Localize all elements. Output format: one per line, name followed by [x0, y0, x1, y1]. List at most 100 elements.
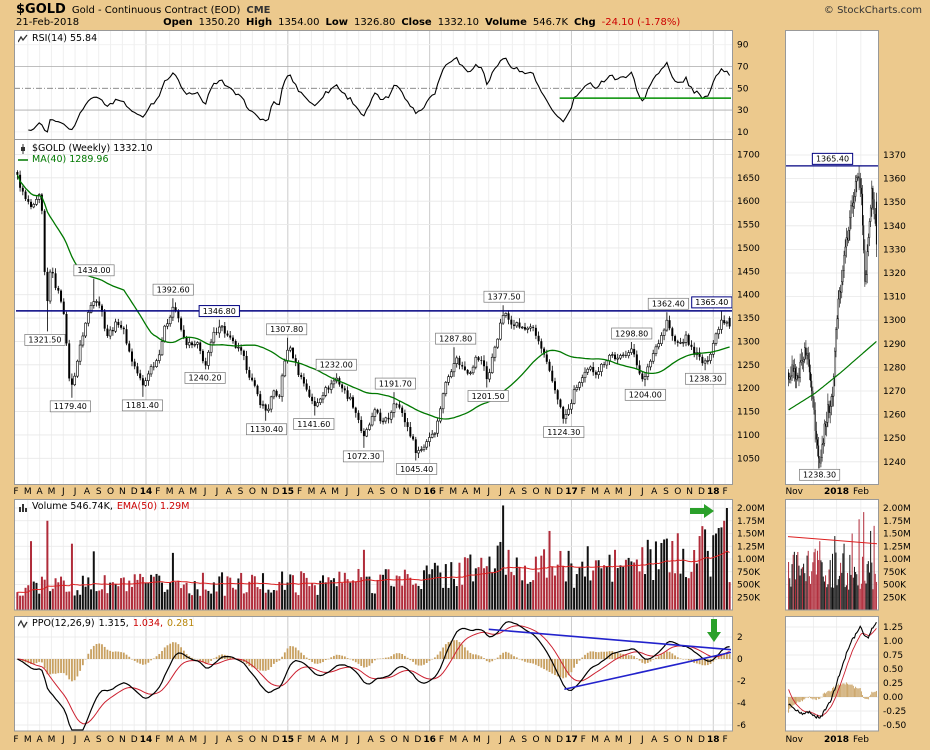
- svg-text:1298.80: 1298.80: [615, 329, 648, 338]
- svg-text:1434.00: 1434.00: [77, 266, 110, 275]
- svg-text:1365.40: 1365.40: [695, 298, 728, 307]
- svg-text:250K: 250K: [737, 593, 761, 603]
- svg-text:1200: 1200: [737, 384, 760, 394]
- svg-text:1050: 1050: [737, 454, 760, 464]
- ma-legend: MA(40) 1289.96: [18, 154, 109, 165]
- svg-text:J: J: [203, 735, 207, 745]
- svg-text:A: A: [84, 735, 91, 745]
- svg-text:F: F: [722, 487, 727, 497]
- svg-text:A: A: [604, 487, 611, 497]
- vertical-gridlines: [27, 30, 862, 731]
- svg-text:90: 90: [737, 41, 749, 51]
- ppo-trendline-upper: [488, 628, 732, 651]
- svg-text:750K: 750K: [883, 568, 907, 578]
- svg-text:J: J: [628, 735, 632, 745]
- y-axis-labels: 90 70 50 30 10 1700 1650 1600 1550 1500 1450 1400 13…: [737, 41, 911, 731]
- x-axis-bottom: F M A M J J A S O N D 14 F M A M J J A S O N D 15 F M A M J J A S O N D 16 F…: [13, 735, 869, 745]
- ppo-panel: [16, 621, 732, 731]
- svg-text:N: N: [119, 487, 126, 497]
- mini-ppo-panel: [788, 621, 877, 719]
- svg-text:N: N: [403, 735, 410, 745]
- svg-text:J: J: [203, 487, 207, 497]
- svg-text:2: 2: [737, 633, 743, 643]
- svg-text:A: A: [604, 735, 611, 745]
- svg-text:1250: 1250: [883, 434, 906, 444]
- svg-text:14: 14: [140, 735, 153, 745]
- svg-text:J: J: [640, 487, 644, 497]
- mini-ppo-line: [788, 621, 877, 719]
- volume-green-arrow: [690, 504, 714, 518]
- svg-text:1340: 1340: [883, 222, 906, 232]
- volume-ema-line: [17, 550, 730, 593]
- svg-text:N: N: [119, 735, 126, 745]
- svg-text:1.75M: 1.75M: [737, 517, 765, 527]
- svg-text:250K: 250K: [883, 593, 907, 603]
- svg-text:1350: 1350: [737, 314, 760, 324]
- svg-text:1346.80: 1346.80: [203, 307, 236, 316]
- rsi-panel: [28, 56, 731, 133]
- svg-text:1.50M: 1.50M: [883, 530, 911, 540]
- annotation-arrows: [690, 504, 721, 642]
- svg-text:J: J: [73, 735, 77, 745]
- svg-text:O: O: [674, 487, 681, 497]
- svg-text:1232.00: 1232.00: [320, 361, 353, 370]
- svg-text:N: N: [261, 487, 268, 497]
- svg-text:M: M: [331, 487, 339, 497]
- ma-line-icon: [18, 158, 28, 161]
- svg-text:S: S: [521, 487, 527, 497]
- rsi-icon: [18, 34, 28, 42]
- svg-text:S: S: [380, 487, 386, 497]
- svg-text:1.25: 1.25: [883, 623, 903, 633]
- svg-text:1.00M: 1.00M: [883, 555, 911, 565]
- svg-text:S: S: [238, 487, 244, 497]
- mini-volume-ema-line: [787, 536, 878, 545]
- svg-text:0.00: 0.00: [883, 693, 903, 703]
- svg-text:O: O: [391, 487, 398, 497]
- svg-text:F: F: [439, 735, 444, 745]
- svg-text:-4: -4: [737, 699, 746, 709]
- svg-text:M: M: [473, 487, 481, 497]
- quote-low-value: 1326.80: [353, 17, 396, 28]
- svg-text:J: J: [486, 735, 490, 745]
- svg-text:D: D: [273, 735, 280, 745]
- svg-text:N: N: [544, 735, 551, 745]
- svg-text:Nov: Nov: [785, 735, 803, 745]
- svg-text:1650: 1650: [737, 174, 760, 184]
- svg-text:J: J: [356, 487, 360, 497]
- svg-text:1321.50: 1321.50: [28, 336, 61, 345]
- svg-text:M: M: [591, 735, 599, 745]
- svg-text:N: N: [686, 735, 693, 745]
- price-legend-text: $GOLD (Weekly) 1332.10: [32, 143, 153, 154]
- svg-text:O: O: [107, 735, 114, 745]
- svg-text:-2: -2: [737, 677, 746, 687]
- quote-open-value: 1350.20: [198, 17, 241, 28]
- svg-text:A: A: [320, 487, 327, 497]
- svg-text:J: J: [345, 735, 349, 745]
- svg-text:O: O: [249, 735, 256, 745]
- svg-text:1204.00: 1204.00: [629, 391, 662, 400]
- svg-text:1100: 1100: [737, 431, 760, 441]
- svg-text:1.00: 1.00: [883, 637, 903, 647]
- svg-text:2018: 2018: [824, 487, 849, 497]
- svg-text:D: D: [414, 487, 421, 497]
- svg-text:0.50: 0.50: [883, 665, 903, 675]
- svg-text:A: A: [37, 735, 44, 745]
- svg-text:O: O: [674, 735, 681, 745]
- svg-text:1392.60: 1392.60: [157, 285, 190, 294]
- svg-text:A: A: [462, 487, 469, 497]
- svg-text:M: M: [48, 487, 56, 497]
- svg-text:70: 70: [737, 62, 749, 72]
- mini-ma-line: [788, 340, 877, 411]
- svg-text:-0.25: -0.25: [883, 707, 906, 717]
- svg-text:1450: 1450: [737, 267, 760, 277]
- svg-text:1600: 1600: [737, 197, 760, 207]
- ppo-green-arrow: [707, 619, 721, 642]
- volume-bars: [16, 505, 731, 610]
- svg-text:A: A: [226, 735, 233, 745]
- rsi-legend-text: RSI(14) 55.84: [32, 33, 98, 44]
- svg-text:M: M: [24, 735, 32, 745]
- svg-text:J: J: [73, 487, 77, 497]
- volume-legend: Volume 546.74K, EMA(50) 1.29M: [18, 501, 189, 512]
- ppo-legend-label: PPO(12,26,9): [32, 618, 95, 629]
